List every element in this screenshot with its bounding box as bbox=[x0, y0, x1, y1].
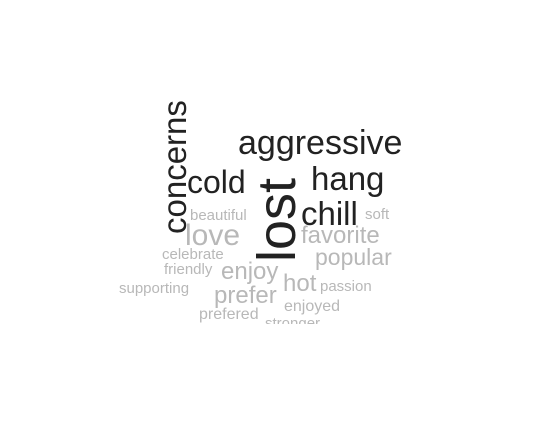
word-passion: passion bbox=[320, 278, 372, 295]
word-stronger: stronger bbox=[265, 315, 321, 324]
word-beautiful: beautiful bbox=[190, 207, 247, 224]
word-celebrate: celebrate bbox=[162, 246, 224, 263]
word-prefered: prefered bbox=[199, 306, 259, 323]
word-hot: hot bbox=[283, 270, 317, 297]
word-friendly: friendly bbox=[164, 261, 213, 278]
word-soft: soft bbox=[365, 206, 390, 223]
word-love: love bbox=[185, 219, 241, 252]
word-enjoy: enjoy bbox=[221, 258, 279, 285]
word-supporting: supporting bbox=[119, 280, 190, 297]
word-enjoyed: enjoyed bbox=[284, 298, 341, 315]
word-cold: cold bbox=[187, 164, 246, 200]
word-aggressive: aggressive bbox=[238, 124, 403, 162]
word-hang: hang bbox=[311, 160, 385, 197]
word-popular: popular bbox=[315, 244, 392, 270]
word-cloud-area: concerns lost aggressive cold hang chill… bbox=[119, 100, 403, 324]
word-prefer: prefer bbox=[214, 282, 277, 309]
word-lost: lost bbox=[247, 177, 307, 262]
word-chill: chill bbox=[301, 195, 358, 232]
word-favorite: favorite bbox=[301, 222, 380, 249]
